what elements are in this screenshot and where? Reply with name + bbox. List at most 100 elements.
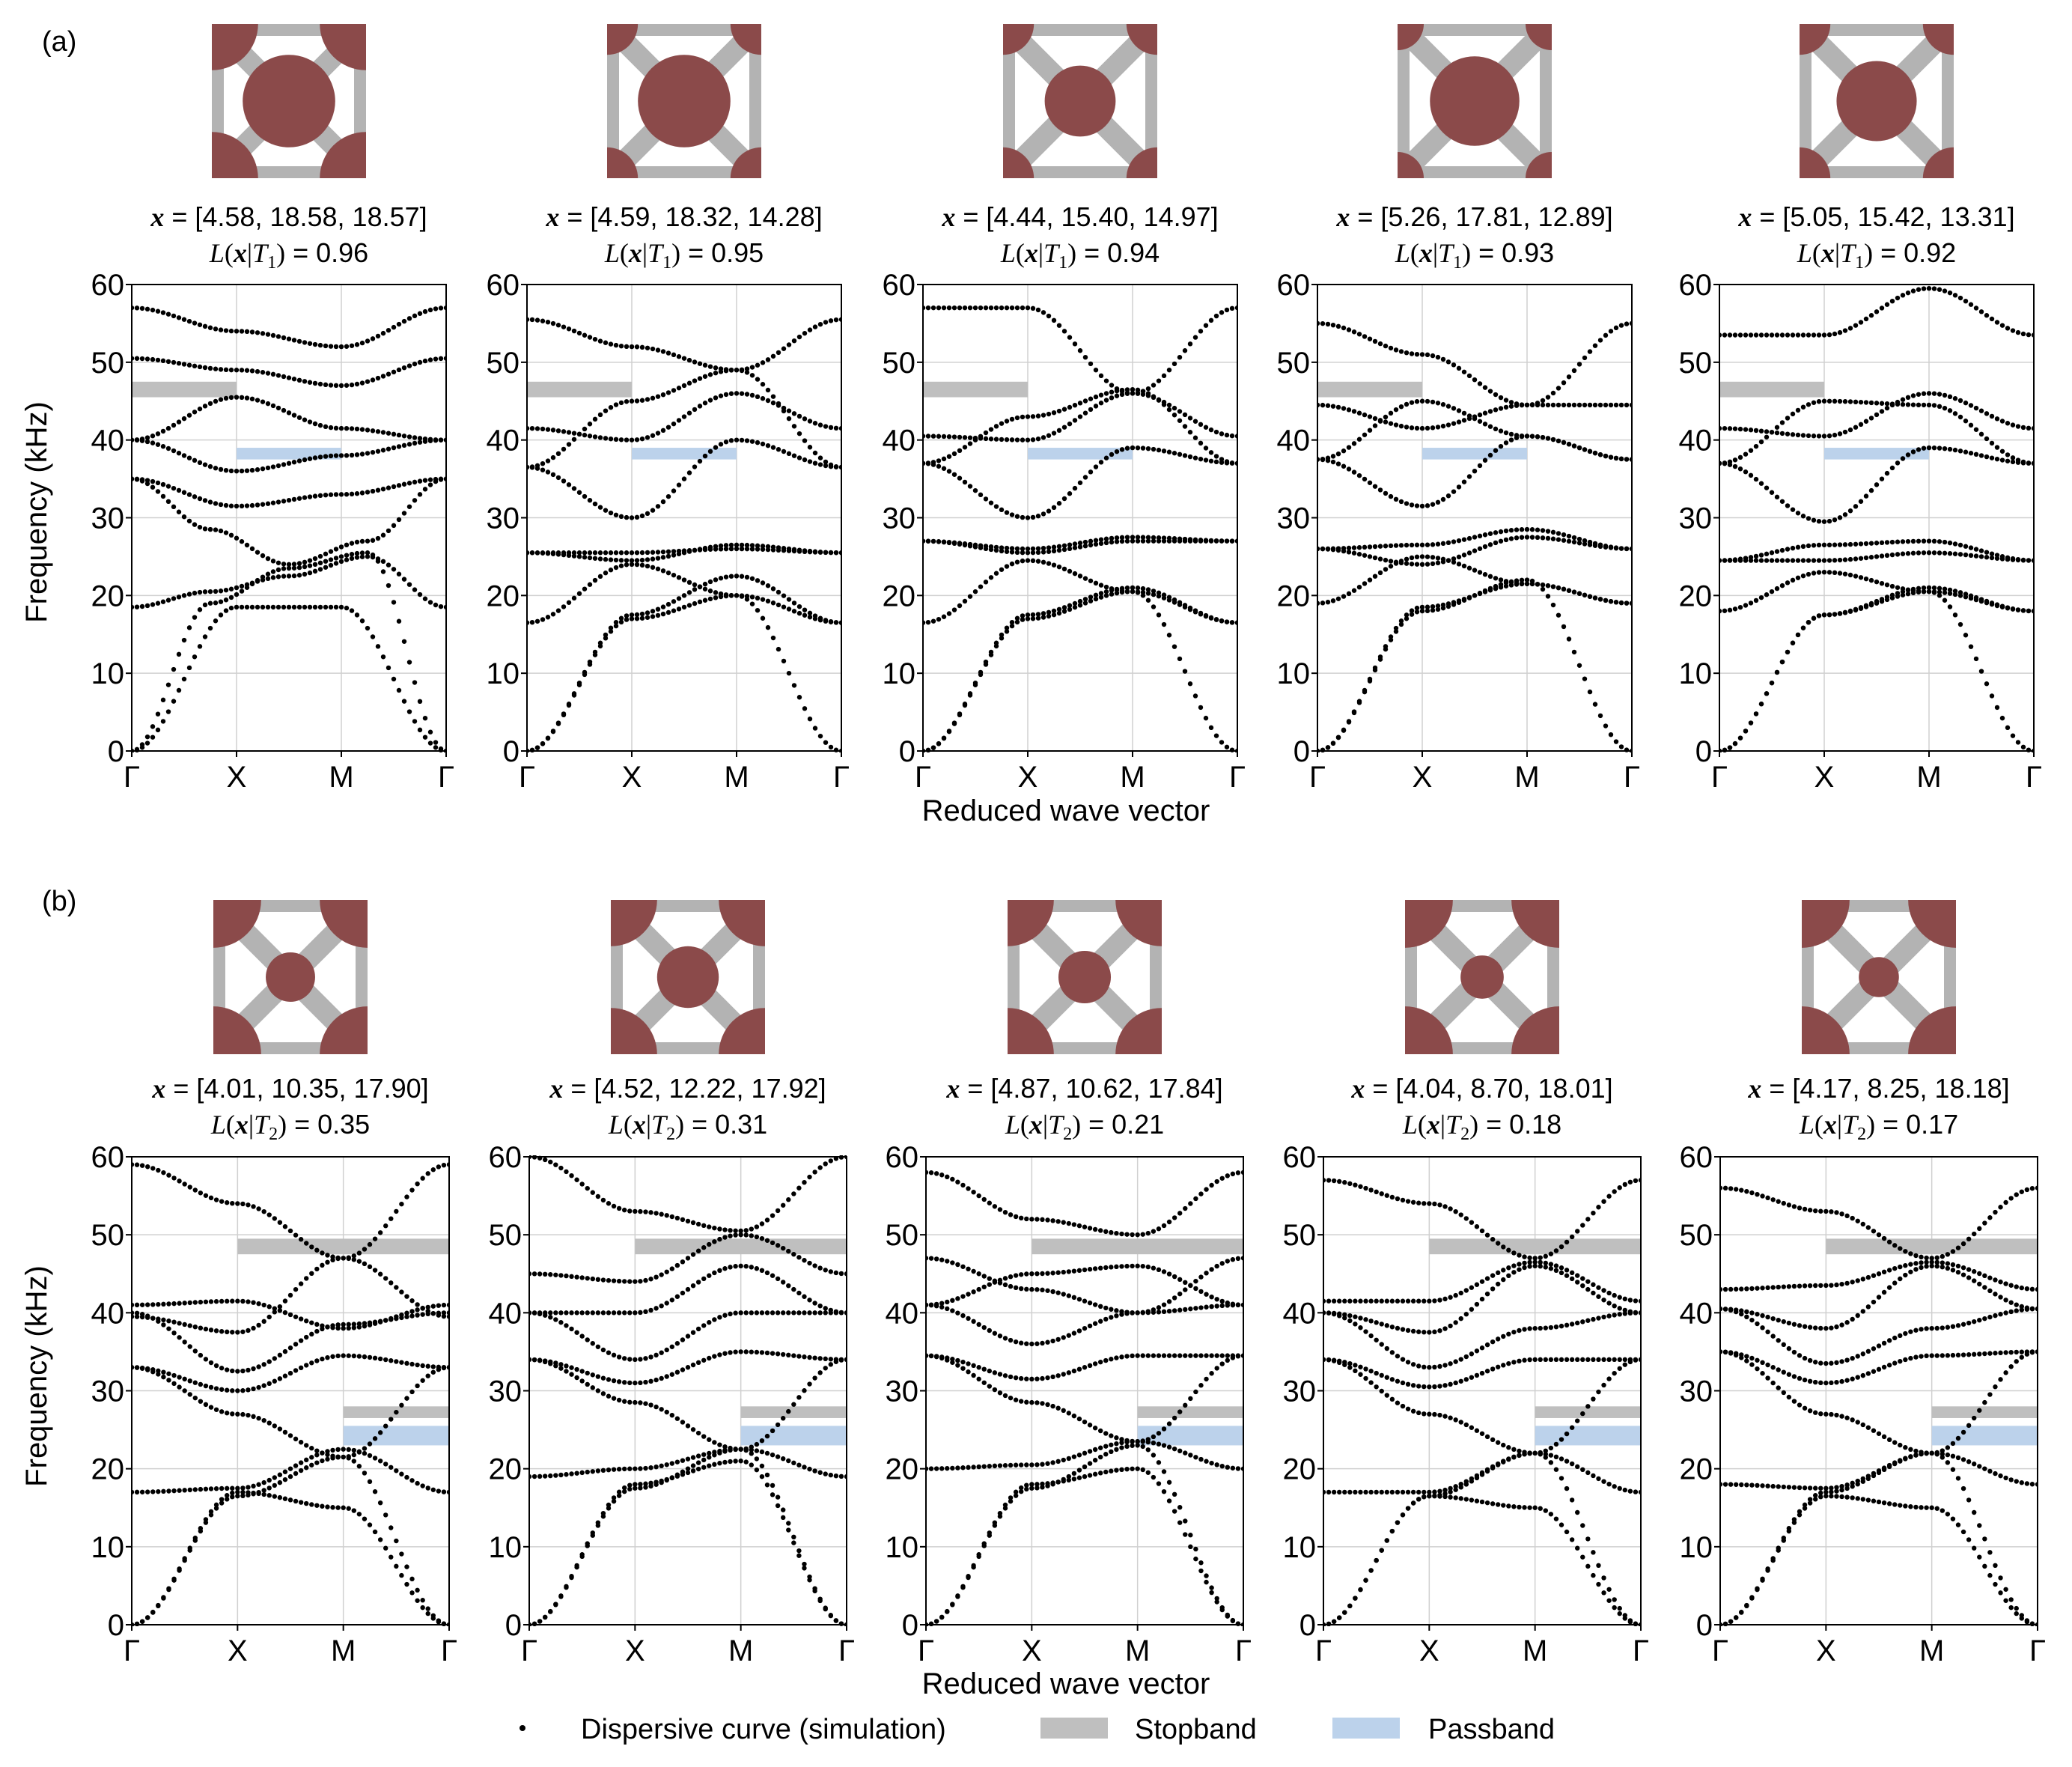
dispersion-point bbox=[270, 371, 276, 377]
dispersion-point bbox=[1874, 401, 1880, 406]
dispersion-point bbox=[1092, 1426, 1098, 1431]
dispersion-point bbox=[812, 1310, 817, 1316]
x-tick-label: X bbox=[622, 761, 642, 794]
dispersion-point bbox=[203, 1357, 209, 1362]
dispersion-point bbox=[718, 591, 724, 597]
dispersion-point bbox=[955, 1465, 960, 1471]
dispersion-point bbox=[1025, 558, 1031, 563]
dispersion-point bbox=[176, 687, 182, 693]
dispersion-point bbox=[391, 445, 397, 451]
dispersion-point bbox=[150, 434, 156, 439]
dispersion-point bbox=[317, 567, 323, 572]
dispersion-point bbox=[1816, 519, 1822, 524]
dispersion-point bbox=[422, 487, 428, 492]
dispersion-point bbox=[1208, 538, 1214, 544]
dispersion-point bbox=[1900, 592, 1906, 597]
dispersion-point bbox=[648, 1402, 653, 1408]
dispersion-point bbox=[643, 1309, 648, 1315]
dispersion-point bbox=[639, 615, 645, 621]
dispersion-point bbox=[1591, 1357, 1596, 1363]
dispersion-point bbox=[1764, 592, 1770, 597]
center-mass bbox=[1044, 65, 1116, 137]
dispersion-point bbox=[1863, 576, 1869, 582]
dispersion-point bbox=[1151, 1474, 1157, 1480]
dispersion-point bbox=[1937, 589, 1942, 594]
dispersion-point bbox=[171, 596, 177, 601]
dispersion-point bbox=[1414, 399, 1420, 404]
dispersion-point bbox=[1193, 1455, 1198, 1460]
dispersion-point bbox=[230, 1200, 235, 1206]
dispersion-point bbox=[380, 569, 386, 574]
dispersion-point bbox=[1213, 617, 1219, 622]
dispersion-point bbox=[1601, 1479, 1606, 1484]
dispersion-point bbox=[1445, 404, 1451, 409]
dispersion-point bbox=[359, 490, 365, 496]
dispersion-point bbox=[978, 584, 984, 589]
dispersion-point bbox=[1177, 538, 1183, 544]
dispersion-point bbox=[1416, 1489, 1422, 1495]
dispersion-point bbox=[643, 1401, 648, 1406]
dispersion-point bbox=[1203, 425, 1209, 430]
dispersion-point bbox=[1209, 1304, 1214, 1310]
dispersion-point bbox=[203, 1517, 209, 1522]
dispersion-point bbox=[187, 1378, 192, 1384]
dispersion-point bbox=[161, 1369, 166, 1375]
dispersion-point bbox=[1597, 452, 1603, 457]
dispersion-point bbox=[1124, 585, 1130, 591]
dispersion-point bbox=[1213, 313, 1219, 319]
dispersion-point bbox=[1587, 402, 1593, 408]
dispersion-point bbox=[1511, 1360, 1517, 1365]
dispersion-point bbox=[1748, 472, 1754, 478]
dispersion-point bbox=[203, 1326, 209, 1332]
dispersion-point bbox=[1377, 341, 1383, 347]
dispersion-point bbox=[438, 477, 444, 482]
dispersion-point bbox=[653, 1377, 659, 1383]
dispersion-point bbox=[1119, 1231, 1124, 1237]
dispersion-point bbox=[1367, 554, 1373, 559]
dispersion-point bbox=[1753, 428, 1759, 434]
dispersion-point bbox=[1114, 1264, 1119, 1270]
dispersion-point bbox=[786, 548, 792, 553]
dispersion-point bbox=[613, 512, 619, 518]
dispersion-point bbox=[223, 328, 229, 333]
dispersion-point bbox=[828, 1362, 834, 1367]
dispersion-point bbox=[1029, 1341, 1035, 1347]
dispersion-point bbox=[380, 559, 386, 565]
dispersion-point bbox=[1082, 539, 1088, 545]
dispersion-point bbox=[1952, 396, 1958, 401]
dispersion-point bbox=[1024, 1286, 1029, 1292]
dispersion-point bbox=[1466, 474, 1472, 479]
dispersion-point bbox=[302, 564, 308, 570]
dispersion-point bbox=[739, 391, 745, 396]
dispersion-point bbox=[707, 1241, 712, 1247]
dispersion-point bbox=[1416, 1497, 1422, 1502]
dispersion-point bbox=[933, 1619, 939, 1624]
dispersion-point bbox=[1004, 629, 1010, 634]
dispersion-point bbox=[543, 1157, 548, 1163]
dispersion-point bbox=[239, 539, 245, 544]
dispersion-point bbox=[436, 1619, 442, 1625]
subplot-b-4: x = [4.04, 8.70, 18.01]L(x|T2) = 0.18010… bbox=[1283, 900, 1649, 1667]
dispersion-point bbox=[1575, 1357, 1580, 1363]
dispersion-point bbox=[186, 318, 192, 324]
dispersion-point bbox=[665, 493, 671, 499]
dispersion-point bbox=[582, 332, 588, 338]
dispersion-point bbox=[1821, 542, 1827, 548]
dispersion-point bbox=[425, 1304, 430, 1310]
dispersion-point bbox=[260, 399, 266, 404]
dispersion-point bbox=[338, 425, 344, 431]
dispersion-point bbox=[1999, 715, 2005, 721]
dispersion-point bbox=[344, 383, 350, 388]
dispersion-point bbox=[987, 1384, 993, 1389]
dispersion-point bbox=[155, 308, 161, 314]
dispersion-point bbox=[967, 305, 973, 311]
dispersion-point bbox=[571, 486, 577, 491]
dispersion-point bbox=[1448, 1381, 1453, 1387]
dispersion-point bbox=[1978, 669, 1984, 674]
dispersion-point bbox=[655, 612, 661, 618]
stopband-bar bbox=[1137, 1406, 1243, 1418]
dispersion-point bbox=[550, 729, 556, 734]
dispersion-point bbox=[362, 1323, 368, 1329]
dispersion-point bbox=[359, 554, 365, 559]
dispersion-point bbox=[370, 538, 376, 543]
